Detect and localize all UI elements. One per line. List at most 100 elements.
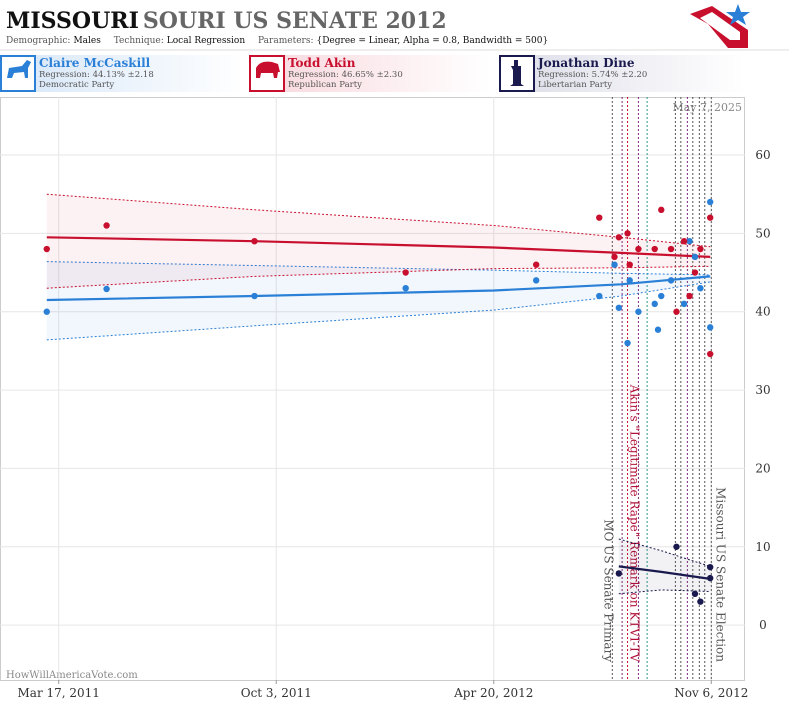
poll-point <box>402 284 409 292</box>
logo <box>690 4 750 48</box>
poll-point <box>626 277 633 284</box>
poll-point <box>706 214 714 221</box>
poll-point <box>611 253 618 261</box>
candidate-name: Todd Akin <box>288 56 356 70</box>
plot-frame <box>0 97 745 681</box>
poll-point <box>651 300 658 308</box>
title-rest: SOURI US SENATE 2012 <box>143 8 447 34</box>
event-annotation: MO US Senate Primary <box>601 519 615 662</box>
candidate-card: Jonathan Dine Regression: 5.74% ±2.20 Li… <box>499 55 745 92</box>
y-tick-label: 20 <box>755 461 770 475</box>
poll-point <box>635 308 642 315</box>
parameters: Demographic: Males Technique: Local Regres… <box>6 36 548 46</box>
candidate-regression: Regression: 44.13% ±2.18 <box>39 70 154 80</box>
poll-point <box>251 292 258 300</box>
liberty-icon <box>510 60 524 86</box>
poll-point <box>706 324 714 331</box>
poll-point <box>706 198 714 206</box>
poll-point <box>673 308 680 315</box>
band-lower <box>46 265 711 289</box>
y-tick-label: 60 <box>755 148 770 162</box>
poll-point <box>680 237 688 245</box>
poll-point <box>532 261 540 268</box>
poll-point <box>658 206 665 214</box>
param-label: Demographic: <box>6 36 70 46</box>
poll-point <box>697 245 704 253</box>
x-tick-label: Mar 17, 2011 <box>18 686 100 700</box>
candidate-name: Claire McCaskill <box>39 56 151 70</box>
poll-point <box>691 253 699 261</box>
poll-point <box>615 570 623 577</box>
y-tick-label: 30 <box>755 383 770 397</box>
poll-point <box>697 598 704 605</box>
poll-point <box>686 237 693 245</box>
grid <box>0 97 745 680</box>
band-upper <box>46 193 711 248</box>
poll-point <box>596 214 603 221</box>
param-label: Technique: <box>114 36 164 46</box>
poll-point <box>667 245 675 253</box>
candidate-card: Todd Akin Regression: 46.65% ±2.30 Repub… <box>249 55 490 92</box>
poll-point <box>103 222 110 229</box>
poll-point <box>615 304 623 311</box>
poll-point <box>686 292 693 300</box>
param-value: Males <box>73 36 101 46</box>
candidate-party: Republican Party <box>288 80 362 90</box>
poll-point <box>658 292 665 300</box>
poll-point <box>651 245 658 253</box>
candidate-regression: Regression: 5.74% ±2.20 <box>538 70 647 80</box>
poll-point <box>532 277 540 284</box>
poll-point <box>654 326 662 333</box>
confidence-band <box>46 194 711 289</box>
poll-point <box>706 350 714 358</box>
band-upper <box>618 538 711 567</box>
candidate-name: Jonathan Dine <box>537 56 635 70</box>
regression-line <box>46 236 711 258</box>
poll-point <box>626 261 633 268</box>
band-upper <box>46 261 711 276</box>
poll-point <box>624 230 631 237</box>
poll-point <box>103 285 110 293</box>
candidate-regression: Regression: 46.65% ±2.30 <box>288 70 403 80</box>
elephant-icon <box>256 61 280 78</box>
poll-point <box>624 339 631 347</box>
poll-point <box>43 308 50 315</box>
candidate-party: Libertarian Party <box>538 80 612 90</box>
candidate-card: Claire McCaskill Regression: 44.13% ±2.1… <box>0 55 245 92</box>
poll-point <box>43 245 50 253</box>
poll-point <box>680 300 688 308</box>
param-value: Local Regression <box>167 36 246 46</box>
title: MISSOURI SOURI US SENATE 2012 <box>6 8 447 34</box>
poll-point <box>691 269 699 276</box>
confidence-band <box>618 539 711 594</box>
poll-point <box>673 543 680 550</box>
y-tick-label: 40 <box>755 305 770 319</box>
poll-point <box>667 277 675 284</box>
poll-point <box>706 563 714 571</box>
y-tick-label: 10 <box>755 540 770 554</box>
x-tick-label: Apr 20, 2012 <box>453 686 533 700</box>
title-main: MISSOURI <box>6 8 139 34</box>
y-tick-label: 0 <box>759 618 767 632</box>
donkey-icon <box>7 60 31 78</box>
poll-point <box>691 590 699 598</box>
candidate-party: Democratic Party <box>39 80 114 90</box>
param-value: {Degree = Linear, Alpha = 0.8, Bandwidth… <box>316 36 548 46</box>
poll-point <box>251 237 258 245</box>
x-tick-label: Oct 3, 2011 <box>241 686 312 700</box>
poll-point <box>611 261 618 268</box>
x-tick-label: Nov 6, 2012 <box>674 686 748 700</box>
date-stamp: May 7, 2025 <box>672 101 742 114</box>
credit: HowWillAmericaVote.com <box>6 670 138 681</box>
poll-point <box>402 269 409 276</box>
param-label: Parameters: <box>258 36 313 46</box>
poll-point <box>615 234 623 241</box>
y-tick-label: 50 <box>755 226 770 240</box>
poll-point <box>635 245 642 253</box>
regression-line <box>46 275 711 302</box>
regression-line <box>618 565 711 580</box>
poll-point <box>706 574 714 582</box>
poll-point <box>596 292 603 300</box>
event-annotation: Akin's "Legitimate Rape" Remark on KTVI-… <box>627 384 641 663</box>
